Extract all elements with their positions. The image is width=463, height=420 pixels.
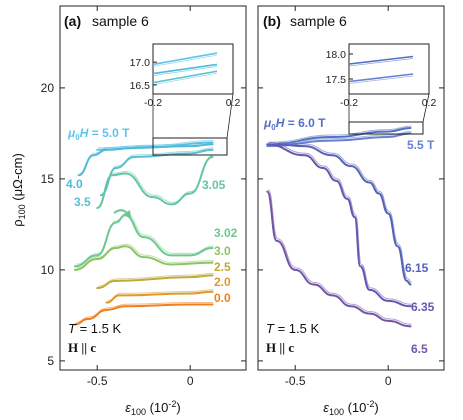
series-line-sweep [277, 141, 412, 283]
series-line-sweep [98, 272, 214, 287]
inset-series-line [348, 73, 414, 83]
series-label: 5.5 T [407, 138, 435, 152]
x-tick-label: 0 [187, 374, 194, 388]
x-tick-label: 0 [385, 374, 392, 388]
panel-b-connector-right [422, 93, 430, 123]
panel-b-label: (b) [263, 13, 281, 29]
svg-text:ρ100 (μΩ-cm): ρ100 (μΩ-cm) [10, 153, 27, 227]
inset-series-line-sweep [152, 66, 218, 76]
series-label: 0.0 [214, 291, 231, 305]
panel-b-zoom-box [348, 121, 424, 135]
y-tick-label: 5 [47, 354, 54, 368]
inset-y-tick-label: 18.0 [326, 49, 347, 61]
panel-b-curve-labels: 5.5 T 6.15 6.35 6.5 [405, 138, 435, 356]
x-axis-label-a: ε100 (10-2) [125, 399, 181, 417]
series-line-sweep [97, 154, 214, 207]
series-line [266, 143, 412, 308]
panel-b-frame [257, 5, 445, 371]
inset-series-line [152, 63, 218, 75]
series-line [266, 126, 412, 146]
series-line-sweep [268, 125, 412, 143]
series-label: 3.05 [202, 178, 226, 192]
series-line-sweep [75, 243, 214, 269]
series-label: 4.0 [66, 177, 83, 191]
panel-a-temperature: T = 1.5 K [68, 321, 121, 336]
panel-b-inset: -0.2 0.217.518.0 [326, 49, 437, 109]
x-tick-label: -0.5 [285, 374, 306, 388]
panel-b-inset-frame [348, 43, 430, 95]
series-line [73, 214, 214, 268]
series-line-sweep [267, 189, 412, 325]
series-line-sweep [268, 141, 412, 305]
inset-x-tick-label: 0.2 [422, 97, 437, 109]
y-tick-label: 20 [41, 81, 55, 95]
y-tick-label: 15 [41, 172, 55, 186]
panel-a-ticks: -0.5 0 5 10 15 20 [41, 6, 246, 388]
series-label: 6.35 [411, 300, 435, 314]
panel-b-temperature: T = 1.5 K [266, 321, 319, 336]
series-label: 3.0 [214, 244, 231, 258]
inset-x-tick-label: 0.2 [226, 97, 241, 109]
series-line-sweep [79, 141, 214, 174]
panel-a-label: (a) [64, 13, 81, 29]
x-axis-label-b: ε100 (10-2) [323, 399, 379, 417]
series-line [275, 143, 412, 286]
series-label: 3.5 [74, 195, 91, 209]
panel-a-inset: -0.2 0.216.517.0 [130, 52, 241, 109]
series-line [96, 274, 214, 290]
series-line [266, 190, 412, 328]
series-line-sweep [101, 147, 214, 194]
panel-b-series [266, 125, 412, 328]
series-label: 2.5 [214, 260, 231, 274]
panel-a-field-label: μ0H = 5.0 T [67, 126, 130, 142]
inset-series-line [152, 52, 218, 66]
series-line [105, 290, 214, 304]
inset-series-line-sweep [152, 54, 218, 67]
y-tick-label: 10 [41, 263, 55, 277]
y-axis-label: ρ100 (μΩ-cm) [10, 153, 27, 227]
panel-b-field-label: μ0H = 6.0 T [263, 116, 326, 132]
series-label: 6.5 [411, 342, 428, 356]
inset-y-tick-label: 17.5 [326, 74, 347, 86]
panel-a-frame [59, 5, 247, 371]
inset-series-line-sweep [152, 72, 218, 86]
series-line [96, 156, 214, 210]
x-tick-label: -0.5 [87, 374, 108, 388]
series-line-sweep [75, 301, 214, 323]
panel-a-inset-frame [152, 43, 234, 95]
series-label: 3.02 [214, 226, 238, 240]
panel-a-connector-right [226, 93, 234, 139]
panel-a-series [73, 140, 214, 326]
inset-series-line-sweep [348, 75, 414, 84]
series-label: 6.15 [405, 261, 429, 275]
inset-series-line [348, 55, 414, 65]
series-line-sweep [75, 212, 214, 265]
inset-y-tick-label: 17.0 [130, 57, 151, 69]
panel-a-curve-labels: 4.0 3.5 3.05 3.02 3.0 2.52.0 0.0 [66, 177, 238, 305]
series-label: 2.0 [214, 275, 231, 289]
series-line-sweep [268, 130, 412, 145]
panel-b-ticks: -0.5 0 [258, 6, 444, 388]
panel-a-zoom-box [152, 137, 228, 156]
inset-series-line-sweep [348, 58, 414, 67]
panel-b-field-direction: H || c [266, 340, 294, 355]
series-line [73, 303, 214, 326]
series-line [73, 245, 214, 271]
inset-series-line [152, 70, 218, 84]
panel-b-title: sample 6 [290, 13, 347, 29]
panel-a-title: sample 6 [92, 13, 149, 29]
series-line-sweep [107, 289, 214, 302]
inset-y-tick-label: 16.5 [130, 80, 151, 92]
sweep-arrow-head [124, 210, 131, 218]
series-line [77, 143, 214, 177]
panel-a-field-direction: H || c [68, 340, 96, 355]
